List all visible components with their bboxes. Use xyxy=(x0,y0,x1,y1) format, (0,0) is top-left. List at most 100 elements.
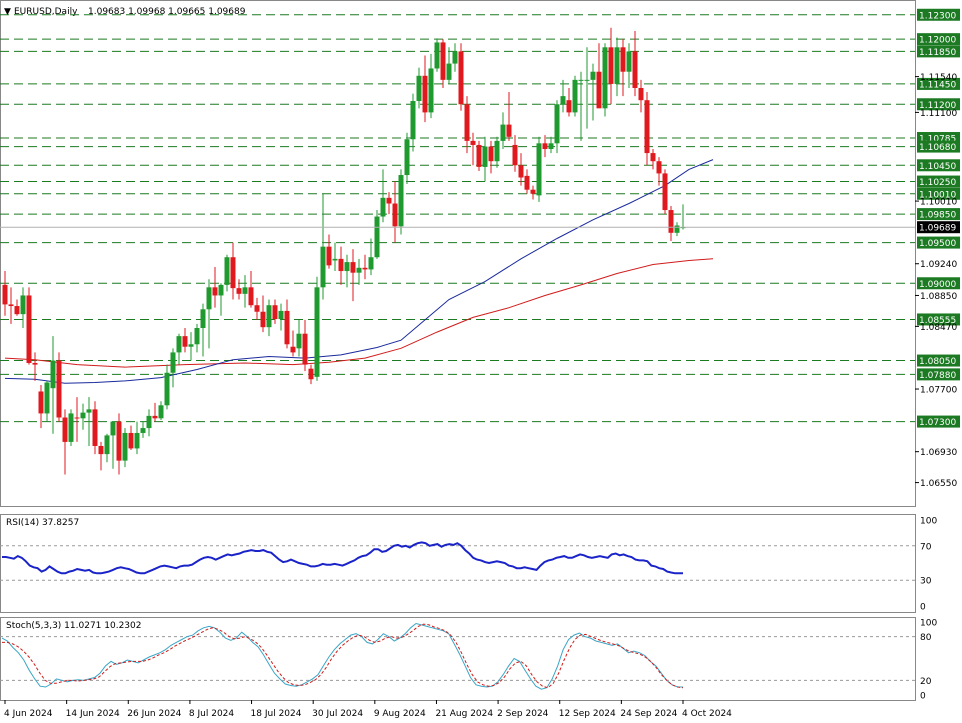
bullish-candle xyxy=(224,257,230,285)
level-label-bg xyxy=(917,313,960,326)
bullish-candle xyxy=(170,352,176,373)
level-label: 1.09000 xyxy=(919,280,956,290)
bullish-candle xyxy=(146,415,152,429)
level-label-bg xyxy=(917,415,960,428)
bullish-candle xyxy=(572,79,578,113)
level-label-bg xyxy=(917,33,960,46)
level-label: 1.09850 xyxy=(919,211,956,221)
rsi-axis-label: 30 xyxy=(920,577,932,587)
date-axis-label: 4 Jun 2024 xyxy=(4,709,53,719)
level-label: 1.12000 xyxy=(919,36,956,46)
level-label: 1.10250 xyxy=(919,178,956,188)
bullish-candle xyxy=(380,197,386,217)
bearish-candle xyxy=(92,409,98,446)
bearish-candle xyxy=(662,173,668,211)
level-label: 1.08555 xyxy=(919,316,956,326)
bearish-candle xyxy=(512,144,518,166)
level-label: 1.11850 xyxy=(919,48,956,58)
bearish-candle xyxy=(272,305,278,320)
level-label: 1.07300 xyxy=(919,418,956,428)
bullish-candle xyxy=(140,428,146,433)
bearish-candle xyxy=(38,391,44,414)
bullish-candle xyxy=(164,372,170,406)
level-label: 1.12300 xyxy=(919,11,956,21)
bearish-candle xyxy=(2,284,8,305)
level-label: 1.09500 xyxy=(919,239,956,249)
rsi-axis-label: 70 xyxy=(920,542,932,552)
date-axis-label: 21 Aug 2024 xyxy=(435,709,493,719)
bearish-candle xyxy=(236,288,242,294)
bullish-candle xyxy=(578,79,584,81)
chart-menu-triangle-icon[interactable]: ▼ xyxy=(4,7,11,17)
bearish-candle xyxy=(386,197,392,204)
bearish-candle xyxy=(632,51,638,88)
level-label-bg xyxy=(917,175,960,188)
bullish-candle xyxy=(86,409,92,413)
level-label: 1.10785 xyxy=(919,135,956,145)
bullish-candle xyxy=(80,412,86,419)
bullish-candle xyxy=(416,75,422,102)
bullish-candle xyxy=(560,96,566,105)
bearish-candle xyxy=(440,42,446,80)
stoch-axis-label: 20 xyxy=(920,677,932,687)
fast-moving-average-line xyxy=(4,159,714,384)
bullish-candle xyxy=(194,328,200,345)
bearish-candle xyxy=(470,140,476,145)
rsi-axis-label: 100 xyxy=(920,517,937,527)
level-label-bg xyxy=(917,140,960,153)
bullish-candle xyxy=(278,310,284,320)
bearish-candle xyxy=(260,311,266,328)
price-tick-label: 1.07700 xyxy=(920,386,957,396)
bullish-candle xyxy=(218,284,224,296)
level-label-bg xyxy=(917,77,960,90)
bearish-candle xyxy=(476,144,482,167)
bullish-candle xyxy=(368,257,374,270)
stoch-axis-label: 80 xyxy=(920,633,932,643)
level-label: 1.11200 xyxy=(919,101,956,111)
bullish-candle xyxy=(122,432,128,461)
date-axis-label: 2 Sep 2024 xyxy=(497,709,549,719)
bullish-candle xyxy=(590,71,596,80)
bullish-candle xyxy=(374,216,380,258)
bearish-candle xyxy=(350,262,356,273)
price-tick-label: 1.08850 xyxy=(920,292,957,302)
current-price-label: 1.09689 xyxy=(919,224,956,234)
bullish-candle xyxy=(44,382,50,414)
bullish-candle xyxy=(314,287,320,377)
bearish-candle xyxy=(152,415,158,419)
bearish-candle xyxy=(62,417,68,442)
date-axis-label: 4 Oct 2024 xyxy=(682,709,732,719)
price-tick-label: 1.06550 xyxy=(920,479,957,489)
bullish-candle xyxy=(50,360,56,389)
level-label: 1.11450 xyxy=(919,80,956,90)
stoch-signal-line xyxy=(2,623,684,689)
bullish-candle xyxy=(356,267,362,273)
bullish-candle xyxy=(68,413,74,442)
bullish-candle xyxy=(296,333,302,349)
bearish-candle xyxy=(596,71,602,109)
bullish-candle xyxy=(500,124,506,141)
level-label-bg xyxy=(917,354,960,367)
date-axis-label: 18 Jul 2024 xyxy=(251,709,302,719)
bullish-candle xyxy=(200,309,206,329)
bearish-candle xyxy=(608,47,614,84)
rsi-main-line xyxy=(2,541,683,575)
bullish-candle xyxy=(446,63,452,80)
bearish-candle xyxy=(422,75,428,113)
date-axis-label: 26 Jun 2024 xyxy=(127,709,181,719)
bullish-candle xyxy=(104,435,110,455)
bearish-candle xyxy=(524,175,530,190)
bearish-candle xyxy=(488,146,494,162)
bullish-candle xyxy=(482,146,488,167)
stoch-axis-label: 100 xyxy=(920,619,937,629)
bullish-candle xyxy=(110,421,116,436)
bearish-candle xyxy=(8,304,14,307)
bearish-candle xyxy=(506,124,512,137)
bearish-candle xyxy=(26,295,32,363)
bearish-candle xyxy=(326,246,332,266)
bearish-candle xyxy=(644,100,650,154)
bullish-candle xyxy=(266,305,272,328)
bearish-candle xyxy=(392,203,398,227)
